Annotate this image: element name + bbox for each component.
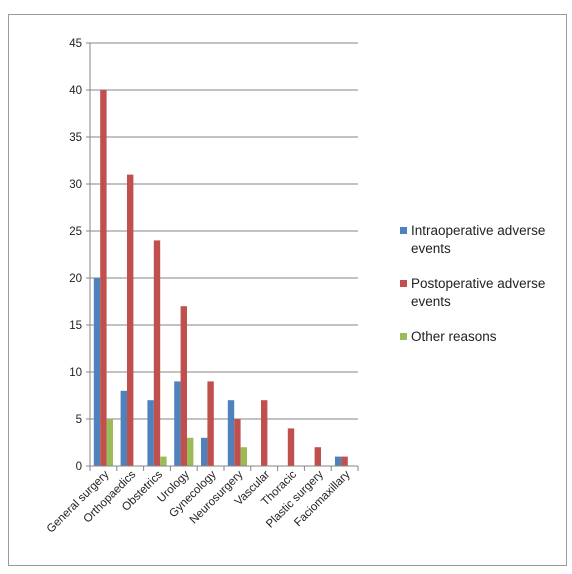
bar <box>187 437 194 466</box>
axes <box>86 42 359 471</box>
bar <box>227 400 235 466</box>
y-tick-label: 25 <box>69 226 82 238</box>
bar <box>261 400 268 466</box>
y-tick-label: 45 <box>69 38 82 50</box>
legend-swatch <box>400 280 407 287</box>
bar <box>341 456 348 466</box>
bar <box>240 447 247 466</box>
gridlines <box>90 42 358 420</box>
bar <box>174 381 181 466</box>
bar <box>127 174 134 466</box>
legend-label: Intraoperative adverse events <box>411 223 546 256</box>
bar <box>234 419 241 466</box>
y-tick-label: 10 <box>69 367 82 379</box>
legend-item: Other reasons <box>400 328 570 346</box>
legend-item: Postoperative adverse events <box>400 275 570 311</box>
y-tick-label: 40 <box>69 85 82 97</box>
y-tick-label: 20 <box>69 273 82 285</box>
bars <box>93 90 348 466</box>
legend-label: Postoperative adverse events <box>411 276 546 309</box>
y-tick-label: 0 <box>76 461 82 473</box>
legend-swatch <box>400 333 407 340</box>
bar <box>180 306 187 466</box>
bar <box>314 447 321 466</box>
y-tick-labels: 0 5 10 15 20 25 30 35 40 45 <box>69 38 82 473</box>
bar <box>207 381 214 466</box>
bar <box>201 437 208 466</box>
legend-item: Intraoperative adverse events <box>400 222 570 258</box>
x-tick-labels: General surgeryOrthopaedicsObstetricsUro… <box>45 468 353 535</box>
bar <box>160 456 167 466</box>
bar <box>93 278 101 466</box>
bar <box>120 390 127 466</box>
legend-swatch <box>400 227 407 234</box>
y-tick-label: 15 <box>69 320 82 332</box>
bar <box>153 240 161 466</box>
bar <box>335 456 342 466</box>
y-tick-label: 5 <box>76 414 82 426</box>
legend: Intraoperative adverse events Postoperati… <box>400 222 570 363</box>
y-tick-label: 35 <box>69 132 82 144</box>
bar <box>287 428 295 466</box>
legend-label: Other reasons <box>411 329 497 344</box>
bar <box>147 400 154 466</box>
bar <box>100 90 107 466</box>
y-tick-label: 30 <box>69 179 82 191</box>
bar <box>106 419 113 466</box>
